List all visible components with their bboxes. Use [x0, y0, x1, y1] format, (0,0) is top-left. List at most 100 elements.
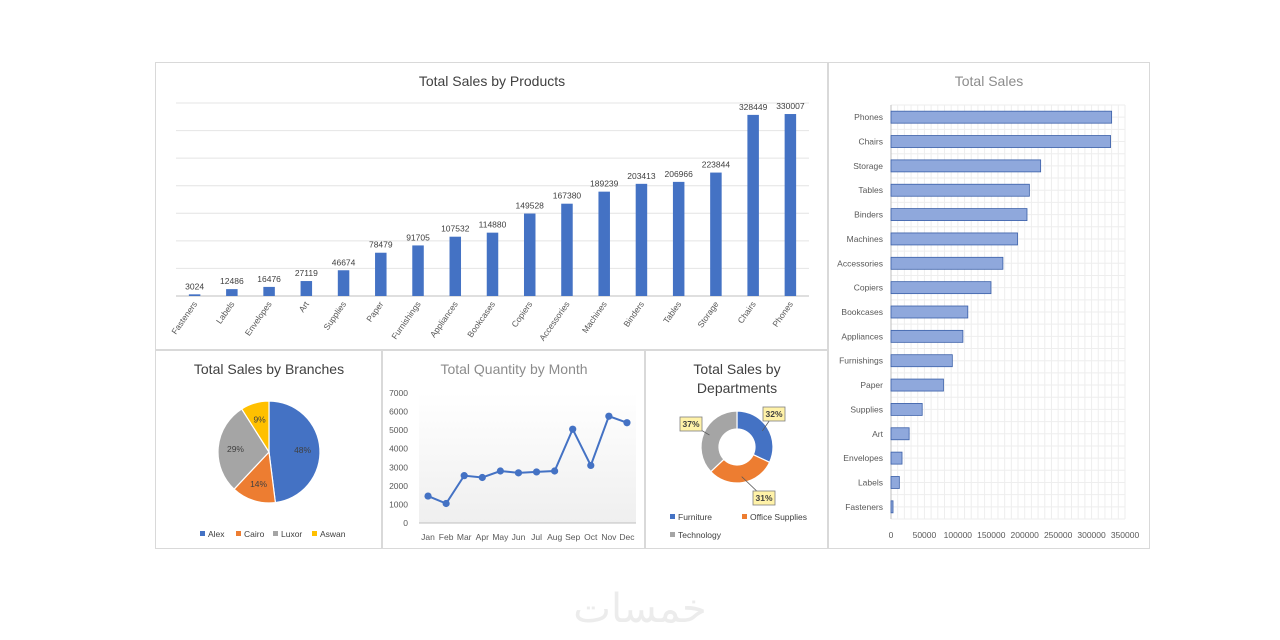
total-bar-art [890, 427, 910, 441]
total-x-tick-label: 50000 [913, 530, 937, 540]
products-bar-bookcases [486, 232, 499, 296]
departments-doughnut: 32% 31% 37% [679, 406, 786, 506]
products-data-label-phones: 330007 [776, 101, 805, 111]
departments-legend: Furniture Office Supplies Technology [670, 512, 807, 540]
departments-legend-label-furniture: Furniture [678, 512, 712, 522]
products-data-label-envelopes: 16476 [257, 274, 281, 284]
products-data-label-appliances: 107532 [441, 224, 470, 234]
branches-data-label-aswan: 9% [253, 415, 266, 425]
branches-legend-label-aswan: Aswan [320, 529, 346, 539]
branches-legend-label-alex: Alex [208, 529, 225, 539]
departments-slice-technology [700, 410, 738, 473]
month-x-tick-label-oct: Oct [584, 532, 598, 542]
products-bar-storage [710, 172, 722, 296]
total-category-label-bookcases: Bookcases [841, 307, 883, 317]
products-bars: 3024 Fasteners 12486 Labels 16476 Envelopes 27… [169, 101, 804, 343]
month-x-tick-label-nov: Nov [601, 532, 617, 542]
month-x-tick-label-jul: Jul [531, 532, 542, 542]
products-bar-paper [375, 252, 387, 296]
month-point-sep [569, 425, 577, 433]
branches-data-label-alex: 48% [294, 445, 311, 455]
month-point-dec [623, 419, 631, 427]
branches-legend-swatch-cairo [236, 531, 241, 536]
month-plot-area [419, 393, 636, 523]
total-category-label-copiers: Copiers [854, 283, 883, 293]
products-data-label-machines: 189239 [590, 179, 619, 189]
month-x-tick-label-mar: Mar [457, 532, 472, 542]
branches-pie: 48% 14% 29% 9% [217, 400, 321, 504]
total-category-label-accessories: Accessories [837, 258, 883, 268]
products-bar-art [300, 281, 313, 296]
departments-slice-office-supplies [709, 453, 771, 484]
total-category-label-chairs: Chairs [858, 137, 883, 147]
branches-legend: Alex Cairo Luxor Aswan [200, 529, 346, 539]
branches-chart-title: Total Sales by Branches [194, 361, 344, 377]
month-x-tick-label-aug: Aug [547, 532, 562, 542]
month-y-tick-label: 4000 [389, 444, 408, 454]
products-data-label-supplies: 46674 [332, 257, 356, 267]
products-tick-label-accessories: Accessories [537, 299, 571, 342]
total-category-label-supplies: Supplies [850, 404, 883, 414]
departments-data-label-office-supplies: 31% [755, 493, 772, 503]
products-bar-furnishings [412, 245, 424, 296]
departments-callout-box-technology [679, 416, 703, 432]
branches-legend-label-cairo: Cairo [244, 529, 265, 539]
products-data-label-paper: 78479 [369, 240, 393, 250]
month-x-tick-label-dec: Dec [619, 532, 635, 542]
total-bar-envelopes [890, 451, 903, 465]
products-data-label-tables: 206966 [664, 169, 693, 179]
total-bar-binders [890, 208, 1028, 221]
month-x-tick-label-may: May [492, 532, 509, 542]
products-data-label-chairs: 328449 [739, 102, 768, 112]
branches-slice-aswan [240, 400, 270, 455]
products-tick-label-appliances: Appliances [428, 299, 460, 339]
products-tick-label-supplies: Supplies [321, 299, 348, 331]
total-bar-tables [890, 183, 1030, 197]
total-bar-appliances [890, 329, 964, 343]
month-point-jan [424, 492, 432, 500]
products-data-label-furnishings: 91705 [406, 232, 430, 242]
products-chart-title: Total Sales by Products [419, 73, 565, 89]
departments-data-label-furniture: 32% [765, 409, 782, 419]
products-tick-label-binders: Binders [621, 299, 646, 328]
total-category-label-paper: Paper [860, 380, 883, 390]
departments-data-label-technology: 37% [682, 419, 699, 429]
month-y-tick-label: 0 [403, 518, 408, 528]
month-x-tick-label-jun: Jun [512, 532, 526, 542]
products-tick-label-paper: Paper [364, 299, 385, 323]
total-x-tick-label: 350000 [1111, 530, 1140, 540]
products-bar-binders [635, 183, 648, 296]
total-category-label-labels: Labels [858, 477, 883, 487]
total-sales-bars: 0 50000 100000 150000 200000 250000 300000 3500… [837, 110, 1140, 540]
month-y-tick-label: 6000 [389, 407, 408, 417]
month-point-jun [514, 469, 523, 477]
products-bar-fasteners [188, 294, 201, 296]
month-y-tick-label: 3000 [389, 462, 408, 472]
products-bar-machines [598, 191, 610, 296]
products-tick-label-bookcases: Bookcases [465, 299, 497, 339]
branches-chart-panel: Total Sales by Branches 48% 14% 29% 9% Alex… [155, 350, 382, 549]
products-data-label-accessories: 167380 [553, 191, 582, 201]
departments-legend-label-technology: Technology [678, 530, 722, 540]
departments-legend-swatch-technology [670, 532, 675, 537]
month-point-may [496, 467, 504, 475]
total-bar-accessories [890, 256, 1004, 270]
products-data-label-binders: 203413 [627, 171, 656, 181]
total-x-tick-label: 150000 [977, 530, 1006, 540]
products-bar-envelopes [263, 286, 275, 296]
month-y-tick-label: 5000 [389, 425, 408, 435]
total-category-label-furnishings: Furnishings [839, 356, 883, 366]
products-data-label-fasteners: 3024 [185, 281, 204, 291]
products-bar-tables [672, 181, 685, 296]
products-data-label-bookcases: 114880 [479, 220, 507, 230]
total-bar-copiers [890, 281, 992, 295]
departments-legend-swatch-office-supplies [742, 514, 747, 519]
branches-legend-label-luxor: Luxor [281, 529, 302, 539]
total-x-tick-label: 300000 [1077, 530, 1106, 540]
month-point-jul [532, 468, 541, 476]
month-point-oct [587, 461, 595, 470]
month-x-tick-label-sep: Sep [565, 532, 580, 542]
total-category-label-fasteners: Fasteners [845, 502, 883, 512]
departments-legend-label-office-supplies: Office Supplies [750, 512, 807, 522]
total-bar-phones [890, 110, 1113, 124]
